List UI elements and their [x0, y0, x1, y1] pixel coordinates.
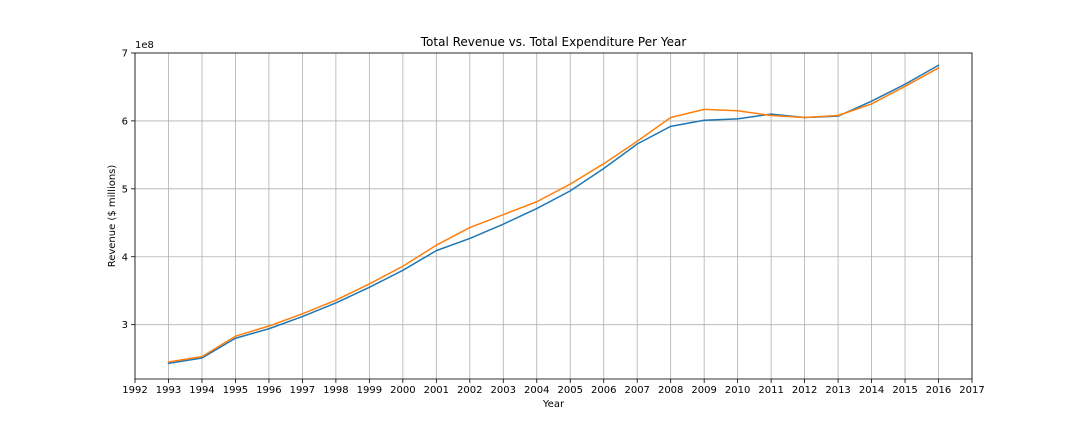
- x-tick-label: 2007: [624, 385, 649, 396]
- x-tick-label: 2016: [926, 385, 951, 396]
- x-tick-label: 2015: [892, 385, 917, 396]
- y-tick-label: 6: [122, 116, 128, 127]
- x-tick-label: 2012: [792, 385, 817, 396]
- x-tick-label: 2003: [491, 385, 516, 396]
- x-tick-label: 2001: [424, 385, 449, 396]
- y-tick-label: 4: [122, 252, 128, 263]
- x-tick-label: 1997: [290, 385, 315, 396]
- y-axis-label: Revenue ($ millions): [107, 165, 118, 268]
- x-tick-label: 2010: [725, 385, 750, 396]
- x-tick-label: 1999: [357, 385, 382, 396]
- x-tick-label: 2005: [558, 385, 583, 396]
- x-tick-label: 1993: [156, 385, 181, 396]
- x-tick-label: 2011: [758, 385, 783, 396]
- x-tick-label: 1992: [122, 385, 147, 396]
- ticks: 1992 1993 1994 1995 1996 1997 1998 1999 2000 2001…: [122, 49, 985, 397]
- x-tick-label: 2013: [825, 385, 850, 396]
- x-tick-label: 1994: [189, 385, 214, 396]
- y-tick-label: 3: [122, 320, 128, 331]
- x-tick-label: 2002: [457, 385, 482, 396]
- x-tick-label: 1998: [323, 385, 348, 396]
- x-tick-label: 2000: [390, 385, 415, 396]
- x-tick-label: 1996: [256, 385, 281, 396]
- series-line-1: [167, 64, 940, 365]
- grid: [134, 52, 973, 379]
- plot-area-frame: [134, 52, 973, 380]
- series-layer: [167, 64, 940, 365]
- y-tick-label: 5: [122, 184, 128, 195]
- x-tick-label: 2004: [524, 385, 549, 396]
- y-axis-exponent: 1e8: [135, 40, 154, 51]
- x-tick-label: 2006: [591, 385, 616, 396]
- series-line-2: [167, 67, 940, 363]
- x-tick-label: 2017: [959, 385, 984, 396]
- x-tick-label: 2014: [859, 385, 884, 396]
- x-tick-label: 2009: [691, 385, 716, 396]
- x-axis-label: Year: [542, 399, 565, 410]
- x-tick-label: 2008: [658, 385, 683, 396]
- y-tick-label: 7: [122, 49, 128, 60]
- chart-title: Total Revenue vs. Total Expenditure Per …: [420, 35, 687, 49]
- x-tick-label: 1995: [223, 385, 248, 396]
